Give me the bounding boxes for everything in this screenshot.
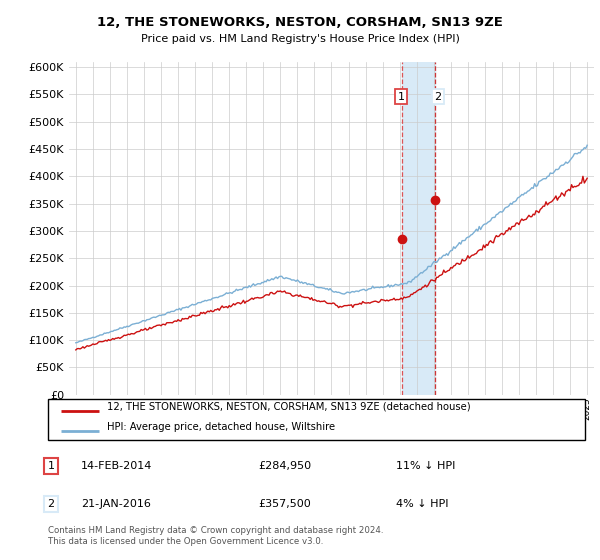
Text: 1: 1 bbox=[397, 92, 404, 101]
Text: £357,500: £357,500 bbox=[258, 499, 311, 509]
Text: Price paid vs. HM Land Registry's House Price Index (HPI): Price paid vs. HM Land Registry's House … bbox=[140, 34, 460, 44]
Text: 11% ↓ HPI: 11% ↓ HPI bbox=[396, 461, 455, 471]
Text: 12, THE STONEWORKS, NESTON, CORSHAM, SN13 9ZE: 12, THE STONEWORKS, NESTON, CORSHAM, SN1… bbox=[97, 16, 503, 29]
Text: 4% ↓ HPI: 4% ↓ HPI bbox=[396, 499, 449, 509]
FancyBboxPatch shape bbox=[48, 399, 585, 440]
Text: 2: 2 bbox=[47, 499, 55, 509]
Text: 2: 2 bbox=[434, 92, 442, 101]
Text: 12, THE STONEWORKS, NESTON, CORSHAM, SN13 9ZE (detached house): 12, THE STONEWORKS, NESTON, CORSHAM, SN1… bbox=[107, 402, 470, 412]
Text: 21-JAN-2016: 21-JAN-2016 bbox=[81, 499, 151, 509]
Text: 14-FEB-2014: 14-FEB-2014 bbox=[81, 461, 152, 471]
Bar bbox=[402, 62, 434, 395]
Text: £284,950: £284,950 bbox=[258, 461, 311, 471]
Text: 1: 1 bbox=[47, 461, 55, 471]
Text: HPI: Average price, detached house, Wiltshire: HPI: Average price, detached house, Wilt… bbox=[107, 422, 335, 432]
Text: Contains HM Land Registry data © Crown copyright and database right 2024.
This d: Contains HM Land Registry data © Crown c… bbox=[48, 526, 383, 546]
